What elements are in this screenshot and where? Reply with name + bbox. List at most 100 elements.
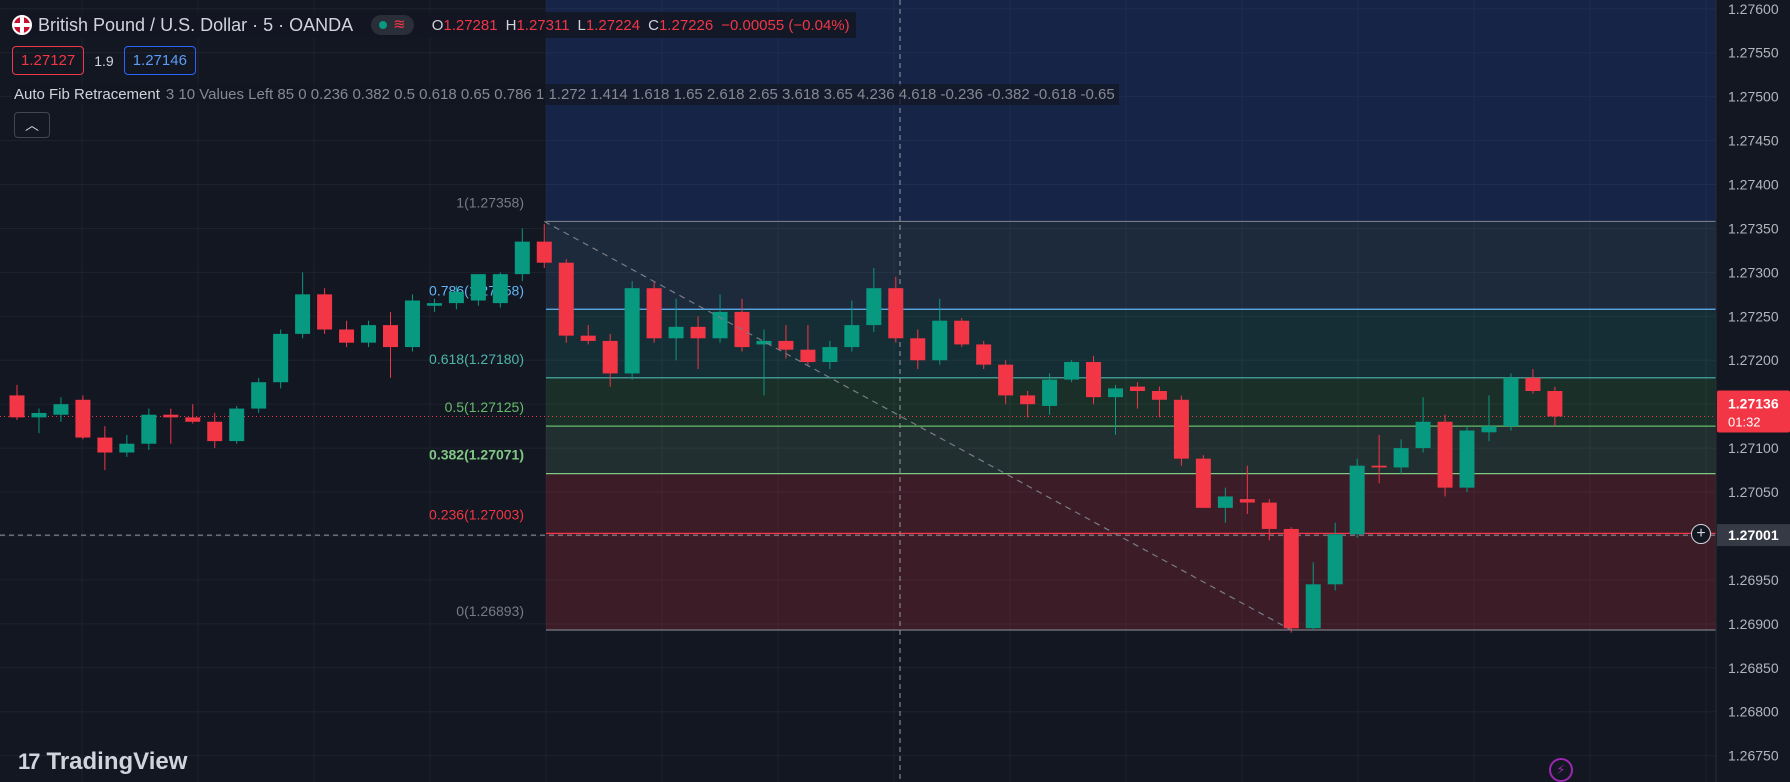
candle-body[interactable] xyxy=(1151,391,1167,400)
candle-body[interactable] xyxy=(800,349,816,363)
candle-body[interactable] xyxy=(1393,448,1409,468)
fib-zone xyxy=(546,473,1716,534)
candle-body[interactable] xyxy=(756,340,772,345)
candle-body[interactable] xyxy=(866,288,882,326)
candle-body[interactable] xyxy=(888,288,904,339)
market-status-pill[interactable]: ≋ xyxy=(371,15,414,35)
candle-body[interactable] xyxy=(536,241,552,263)
candle-body[interactable] xyxy=(932,320,948,361)
candle-body[interactable] xyxy=(207,421,223,442)
candle-body[interactable] xyxy=(1547,391,1563,417)
candle-body[interactable] xyxy=(624,288,640,374)
indicator-name[interactable]: Auto Fib Retracement xyxy=(14,86,160,103)
candle-body[interactable] xyxy=(361,325,377,343)
candle-body[interactable] xyxy=(954,320,970,345)
ohlc-high: H1.27311 xyxy=(505,16,570,34)
candle-body[interactable] xyxy=(1525,377,1541,391)
candle-body[interactable] xyxy=(1086,362,1102,398)
candle-body[interactable] xyxy=(295,294,311,334)
spread-value: 1.9 xyxy=(94,52,114,69)
candle-body[interactable] xyxy=(1042,379,1058,406)
candle-body[interactable] xyxy=(514,241,530,275)
candle-body[interactable] xyxy=(1437,421,1453,488)
candle-body[interactable] xyxy=(141,414,157,444)
candle-body[interactable] xyxy=(426,303,442,306)
candle-body[interactable] xyxy=(470,274,486,301)
lightning-icon[interactable]: ⚡ xyxy=(1549,758,1573,782)
candle-body[interactable] xyxy=(1261,502,1277,529)
candle-body[interactable] xyxy=(185,417,201,422)
candle-body[interactable] xyxy=(668,326,684,339)
candle-body[interactable] xyxy=(404,300,420,348)
candle-body[interactable] xyxy=(31,412,47,418)
candle-body[interactable] xyxy=(1459,430,1475,488)
candle-body[interactable] xyxy=(712,311,728,339)
last-price-label: 1.27136 xyxy=(1728,395,1779,411)
candle-body[interactable] xyxy=(382,325,398,348)
last-price-label-bg xyxy=(1717,390,1790,433)
candle-body[interactable] xyxy=(1481,426,1497,433)
candle-body[interactable] xyxy=(646,288,662,339)
candle-body[interactable] xyxy=(1173,399,1189,459)
ohlc-close: C1.27226 xyxy=(648,16,714,34)
candle-body[interactable] xyxy=(97,437,113,453)
candle-body[interactable] xyxy=(602,340,618,374)
candle-body[interactable] xyxy=(9,395,25,418)
candle-body[interactable] xyxy=(1108,388,1123,398)
y-tick-label: 1.27200 xyxy=(1728,352,1779,368)
data-wave-icon: ≋ xyxy=(393,16,406,33)
collapse-legend-button[interactable]: ︿ xyxy=(14,112,50,138)
buy-price-button[interactable]: 1.27146 xyxy=(123,46,196,75)
y-tick-label: 1.27550 xyxy=(1728,45,1779,61)
candle-body[interactable] xyxy=(910,338,926,361)
candle-body[interactable] xyxy=(273,333,289,383)
candle-body[interactable] xyxy=(339,329,355,343)
ohlc-values: O1.27281 H1.27311 L1.27224 C1.27226 −0.0… xyxy=(432,17,850,34)
candle-body[interactable] xyxy=(1283,528,1299,629)
add-alert-plus-icon[interactable]: + xyxy=(1691,524,1711,544)
fib-trend-line[interactable] xyxy=(543,220,1292,631)
sell-price-button[interactable]: 1.27127 xyxy=(12,46,85,75)
candle-body[interactable] xyxy=(1129,386,1145,391)
candle-body[interactable] xyxy=(53,404,69,415)
fib-level-label: 0.618(1.27180) xyxy=(429,351,524,367)
candle-body[interactable] xyxy=(317,294,333,330)
fib-zone xyxy=(546,377,1716,427)
y-tick-label: 1.27250 xyxy=(1728,308,1779,324)
candle-body[interactable] xyxy=(1305,584,1321,629)
candle-body[interactable] xyxy=(976,344,992,365)
candle-body[interactable] xyxy=(778,340,794,350)
candle-body[interactable] xyxy=(1415,421,1431,449)
candle-body[interactable] xyxy=(163,414,179,418)
tradingview-logo[interactable]: 17 TradingView xyxy=(18,748,187,776)
candle-body[interactable] xyxy=(251,382,267,409)
candle-body[interactable] xyxy=(1020,395,1036,405)
candle-body[interactable] xyxy=(119,443,135,453)
candle-body[interactable] xyxy=(1327,534,1343,585)
candle-body[interactable] xyxy=(558,262,574,336)
candle-body[interactable] xyxy=(492,274,508,304)
candle-body[interactable] xyxy=(998,364,1014,396)
candle-body[interactable] xyxy=(448,291,464,304)
y-tick-label: 1.27450 xyxy=(1728,133,1779,149)
candle-body[interactable] xyxy=(1371,465,1387,468)
symbol-title[interactable]: British Pound / U.S. Dollar · 5 · OANDA xyxy=(38,14,354,35)
ohlc-low: L1.27224 xyxy=(577,16,641,34)
fib-level-label: 0.236(1.27003) xyxy=(429,506,524,522)
candle-body[interactable] xyxy=(580,335,596,341)
candle-body[interactable] xyxy=(1195,458,1211,508)
candle-body[interactable] xyxy=(1064,362,1080,380)
candle-body[interactable] xyxy=(229,408,245,442)
candle-body[interactable] xyxy=(1217,496,1233,508)
y-tick-label: 1.27400 xyxy=(1728,177,1779,193)
indicator-legend[interactable]: Auto Fib Retracement 3 10 Values Left 85 … xyxy=(12,84,1119,105)
market-open-dot-icon xyxy=(379,21,388,29)
candle-body[interactable] xyxy=(844,325,860,348)
candle-body[interactable] xyxy=(1349,465,1365,535)
candle-body[interactable] xyxy=(1503,377,1519,427)
candle-body[interactable] xyxy=(75,399,91,438)
candle-body[interactable] xyxy=(1239,499,1255,503)
candle-body[interactable] xyxy=(822,347,838,363)
candle-body[interactable] xyxy=(690,326,706,339)
